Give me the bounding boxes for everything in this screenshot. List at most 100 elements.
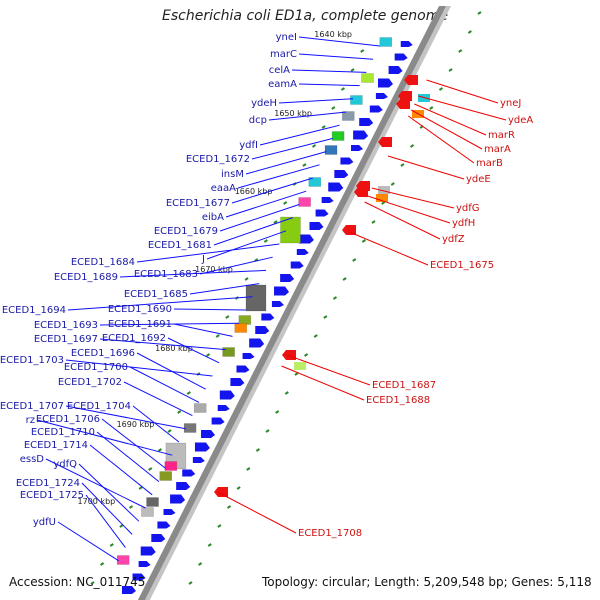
forward-gene-arrow (315, 209, 329, 217)
forward-gene-arrow (182, 469, 196, 477)
feature-block (183, 423, 197, 433)
forward-gene-arrow (298, 234, 314, 244)
reverse-gene-label: marB (476, 158, 503, 169)
inner-tick-mark (138, 486, 143, 490)
forward-gene-label: ECED1_1704 (67, 401, 131, 412)
outer-tick-mark (236, 486, 241, 490)
forward-gene-arrow (359, 118, 374, 126)
backbone (137, 6, 447, 600)
forward-gene-label: marC (270, 49, 297, 60)
reverse-leader-line (418, 95, 507, 121)
forward-leader-line (85, 494, 126, 548)
forward-leader-line (237, 164, 320, 189)
reverse-gene-label: ydfH (452, 218, 475, 229)
outer-tick-mark (304, 353, 309, 357)
outer-tick-mark (390, 182, 395, 186)
forward-gene-label: ydeH (251, 98, 277, 109)
forward-gene-label: ECED1_1725 (20, 490, 84, 501)
forward-leader-line (96, 431, 160, 482)
forward-gene-arrow (261, 313, 275, 321)
outer-tick-mark (448, 68, 453, 72)
reverse-leader-line (217, 491, 297, 534)
reverse-leader-line (411, 109, 483, 150)
inner-tick-mark (244, 277, 249, 281)
forward-leader-line (67, 296, 253, 311)
inner-tick-mark (109, 543, 114, 547)
reverse-leader-line (286, 354, 371, 386)
feature-block (238, 315, 252, 325)
reverse-gene-arrow (354, 187, 368, 197)
forward-gene-label: ECED1_1685 (124, 289, 188, 300)
forward-leader-line (129, 366, 200, 403)
reverse-leader-line (349, 231, 429, 266)
forward-leader-line (57, 521, 120, 562)
feature-block (361, 73, 374, 83)
forward-gene-arrow (321, 197, 334, 203)
forward-gene-label: ECED1_1693 (34, 320, 98, 331)
forward-gene-label: essD (20, 454, 45, 465)
reverse-gene-arrow (396, 99, 410, 109)
forward-gene-label: eibA (202, 212, 224, 223)
feature-block (222, 347, 235, 357)
forward-leader-line (245, 151, 327, 175)
forward-gene-label: J (201, 254, 205, 265)
forward-gene-label: ECED1_1672 (186, 154, 250, 165)
outer-tick-mark (467, 30, 472, 34)
forward-gene-label: ydfI (239, 140, 258, 151)
feature-block (164, 461, 178, 471)
outer-tick-mark (342, 277, 347, 281)
feature-block (341, 111, 355, 121)
forward-gene-arrow (151, 534, 166, 542)
forward-leader-line (278, 98, 354, 104)
ruler-label: 1640 kbp (314, 30, 352, 39)
outer-tick-mark (294, 372, 299, 376)
inner-tick-mark (360, 49, 365, 53)
forward-gene-arrow (201, 430, 216, 438)
reverse-leader-line (367, 195, 451, 224)
outer-tick-mark (409, 144, 415, 148)
forward-leader-line (101, 418, 166, 469)
outer-tick-mark (400, 163, 405, 167)
outer-tick-mark (313, 334, 318, 338)
inner-tick-mark (167, 429, 172, 433)
forward-leader-line (231, 177, 313, 204)
reverse-leader-line (387, 155, 465, 180)
forward-gene-arrow (328, 182, 344, 192)
reverse-feature-block (378, 186, 390, 194)
feature-block (298, 197, 311, 207)
forward-leader-line (298, 83, 360, 87)
topology-text: Topology: circular; Length: 5,209,548 bp… (262, 575, 592, 589)
ruler-label: 1680 kbp (155, 344, 193, 353)
forward-gene-label: ECED1_1691 (108, 319, 172, 330)
outer-tick-mark (246, 467, 251, 471)
ruler-label: 1660 kbp (235, 187, 273, 196)
outer-tick-mark (255, 448, 260, 452)
forward-gene-arrow (400, 41, 413, 47)
forward-leader-line (199, 256, 273, 275)
forward-gene-label: ECED1_1707 (0, 401, 64, 412)
reverse-gene-label: yneJ (500, 98, 521, 109)
forward-gene-arrow (211, 417, 225, 425)
forward-leader-line (89, 444, 153, 496)
forward-gene-arrow (192, 457, 205, 463)
forward-gene-arrow (176, 482, 191, 490)
outer-tick-mark (226, 505, 232, 509)
forward-gene-label: ECED1_1714 (24, 440, 88, 451)
forward-leader-line (298, 53, 374, 60)
forward-gene-arrow (334, 170, 349, 178)
forward-gene-arrow (249, 338, 265, 348)
forward-leader-line (65, 359, 213, 377)
inner-tick-mark (177, 410, 182, 414)
forward-gene-label: ECED1_1684 (71, 257, 135, 268)
reverse-gene-label: ECED1_1688 (366, 395, 430, 406)
reverse-gene-label: ECED1_1675 (430, 260, 494, 271)
forward-gene-label: dcp (249, 115, 267, 126)
forward-leader-line (251, 137, 334, 160)
reverse-gene-arrow (282, 350, 296, 360)
inner-tick-mark (100, 562, 105, 566)
forward-gene-label: eamA (268, 79, 297, 90)
reverse-leader-line (407, 115, 475, 164)
reverse-gene-arrow (342, 225, 356, 235)
forward-gene-arrow (242, 353, 255, 359)
forward-gene-label: ECED1_1681 (148, 240, 212, 251)
